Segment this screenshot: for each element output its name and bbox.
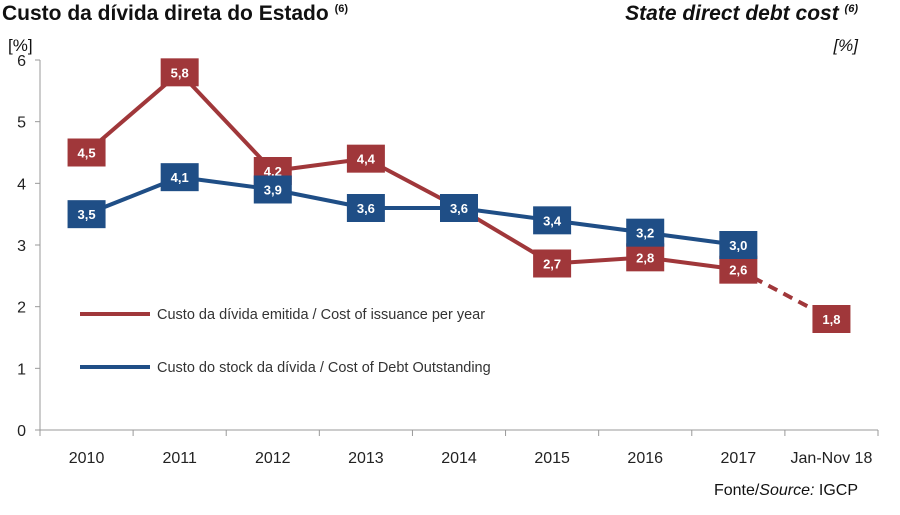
series-1-data-label: 3,6 <box>450 201 468 216</box>
y-tick-label: 4 <box>17 176 26 193</box>
series-1-point-box <box>533 206 572 235</box>
y-tick-label: 2 <box>17 300 26 317</box>
series-0-data-label: 1,8 <box>822 312 840 327</box>
x-tick-label: 2013 <box>348 450 384 467</box>
series-0-data-label: 4,5 <box>78 146 96 161</box>
series-0-point-box <box>719 255 758 284</box>
y-tick-label: 1 <box>17 361 26 378</box>
series-1-point-box <box>626 218 665 247</box>
series-0-data-label: 4,2 <box>264 164 282 179</box>
series-0-data-label: 2,8 <box>636 250 654 265</box>
series-1-data-label: 3,9 <box>264 183 282 198</box>
series-0-point-box <box>346 144 385 173</box>
series-1-data-label: 3,2 <box>636 226 654 241</box>
y-tick-label: 0 <box>17 423 26 440</box>
series-0-data-label: 5,8 <box>171 65 189 80</box>
x-tick-label: 2015 <box>534 450 570 467</box>
series-1-point-box <box>440 194 478 222</box>
series-1-point-box <box>346 194 385 222</box>
x-tick-label: 2014 <box>441 450 477 467</box>
x-tick-label: 2016 <box>627 450 663 467</box>
series-1-data-label: 3,4 <box>543 213 562 228</box>
chart-title-en: State direct debt cost (6) <box>625 2 858 25</box>
series-0-data-label: 2,6 <box>729 263 747 278</box>
x-tick-label: Jan-Nov 18 <box>791 450 873 467</box>
x-tick-label: 2012 <box>255 450 291 467</box>
y-tick-label: 5 <box>17 115 26 132</box>
chart-title-pt: Custo da dívida direta do Estado (6) <box>2 2 349 25</box>
y-tick-label: 3 <box>17 238 26 255</box>
series-1-data-label: 3,0 <box>729 238 747 253</box>
series-0-point-box <box>812 305 851 333</box>
x-tick-label: 2017 <box>721 450 757 467</box>
y-axis-unit-right: [%] <box>833 36 858 55</box>
x-tick-label: 2011 <box>162 450 197 467</box>
legend-label-0: Custo da dívida emitida / Cost of issuan… <box>157 307 485 323</box>
series-1-point-box <box>253 175 292 204</box>
legend-label-1: Custo do stock da dívida / Cost of Debt … <box>157 360 491 376</box>
source-note: Fonte/Source: IGCP <box>713 482 858 499</box>
y-axis-unit-left: [%] <box>8 36 33 55</box>
series-1-data-label: 4,1 <box>171 170 189 185</box>
series-0-data-label: 2,7 <box>543 257 561 272</box>
x-tick-label: 2010 <box>69 450 105 467</box>
series-0-data-label: 4,4 <box>357 152 376 167</box>
y-tick-label: 6 <box>17 53 26 70</box>
series-1-data-label: 3,6 <box>357 201 375 216</box>
series-1-point-box <box>160 163 199 192</box>
series-0-point-box <box>160 58 199 87</box>
series-1-data-label: 3,5 <box>78 207 96 222</box>
series-0-point-box <box>626 243 665 272</box>
series-0-point-box <box>533 249 572 278</box>
series-1-point-box <box>67 200 106 229</box>
series-1-point-box <box>719 231 758 259</box>
series-0-segment <box>178 70 275 173</box>
series-0-point-box <box>67 138 106 167</box>
